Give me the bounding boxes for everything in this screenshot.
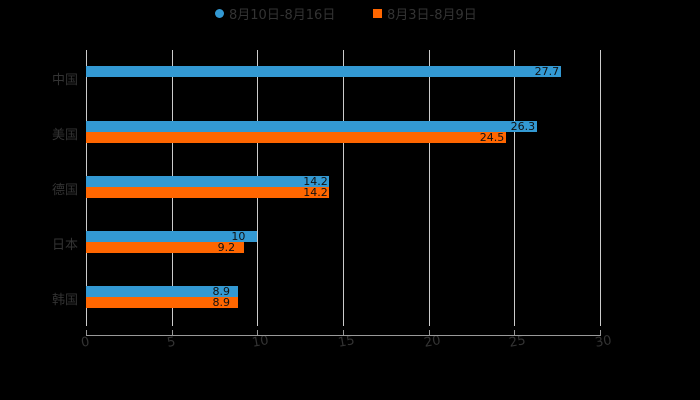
bar-value-label: 14.2 <box>303 186 328 199</box>
bar-value-label: 27.7 <box>534 65 560 78</box>
gridline <box>514 50 516 326</box>
bar-week-aug10-16[interactable] <box>86 286 239 297</box>
gridline <box>428 50 430 326</box>
bar-value-label: 26.3 <box>510 120 536 133</box>
gridline <box>343 50 344 326</box>
bar-value-label: 9.2 <box>217 241 236 254</box>
y-category-label: 日本 <box>51 238 78 253</box>
x-axis-tick <box>86 330 87 336</box>
gridline <box>600 50 601 326</box>
bar-week-aug3-9[interactable] <box>86 297 239 308</box>
legend: 8月10日-8月16日 8月3日-8月9日 <box>0 3 700 23</box>
y-category-label: 韩国 <box>51 293 78 308</box>
x-axis-tick <box>343 330 344 336</box>
bar-week-aug10-16[interactable] <box>86 66 561 77</box>
bar-week-aug10-16[interactable] <box>86 121 537 132</box>
bar-value-label: 14.2 <box>303 175 328 188</box>
legend-label: 8月3日-8月9日 <box>387 7 477 23</box>
x-axis-tick <box>257 330 259 336</box>
x-axis-tick <box>171 330 173 336</box>
x-axis-line <box>86 335 601 336</box>
y-category-label: 美国 <box>51 128 78 143</box>
x-tick-label: 5 <box>165 334 177 351</box>
y-category-label: 德国 <box>51 183 78 198</box>
x-axis-tick <box>514 330 516 336</box>
legend-item-series-1[interactable]: 8月3日-8月9日 <box>373 3 477 23</box>
x-axis-tick <box>428 330 430 336</box>
bar-week-aug3-9[interactable] <box>86 132 506 143</box>
bar-value-label: 24.5 <box>479 131 505 144</box>
bar-value-label: 8.9 <box>212 296 230 309</box>
bar-week-aug10-16[interactable] <box>86 176 330 187</box>
legend-square-icon <box>373 8 382 18</box>
bar-week-aug10-16[interactable] <box>86 231 258 242</box>
bar-week-aug3-9[interactable] <box>86 187 330 198</box>
x-tick-label: 0 <box>80 334 91 351</box>
bar-value-label: 10 <box>231 230 246 243</box>
y-category-label: 中国 <box>51 73 78 88</box>
legend-label: 8月10日-8月16日 <box>229 7 336 23</box>
bar-week-aug3-9[interactable] <box>86 242 244 253</box>
x-axis-tick <box>600 330 601 336</box>
bar-value-label: 8.9 <box>212 285 230 298</box>
legend-item-series-0[interactable]: 8月10日-8月16日 <box>215 3 335 23</box>
legend-circle-icon <box>215 8 224 18</box>
